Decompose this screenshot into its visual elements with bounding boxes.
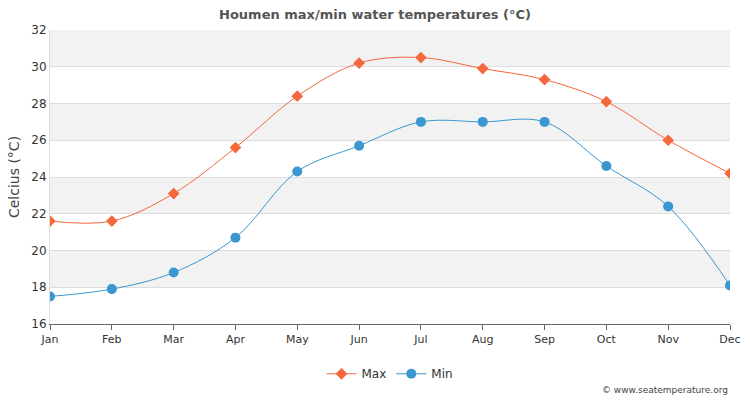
- svg-text:Nov: Nov: [657, 333, 679, 346]
- svg-text:Dec: Dec: [719, 333, 740, 346]
- svg-text:Max: Max: [362, 367, 387, 381]
- svg-text:© www.seatemperature.org: © www.seatemperature.org: [602, 385, 728, 395]
- svg-text:16: 16: [31, 317, 46, 331]
- svg-text:May: May: [286, 333, 309, 346]
- svg-text:Jan: Jan: [41, 333, 59, 346]
- svg-text:Houmen max/min water temperatu: Houmen max/min water temperatures (°C): [219, 7, 531, 22]
- svg-text:Mar: Mar: [163, 333, 184, 346]
- svg-text:24: 24: [31, 170, 46, 184]
- svg-text:28: 28: [31, 97, 46, 111]
- svg-text:Min: Min: [431, 367, 452, 381]
- svg-text:Jul: Jul: [413, 333, 427, 346]
- svg-text:Apr: Apr: [226, 333, 246, 346]
- svg-text:Celcius (°C): Celcius (°C): [6, 136, 22, 218]
- svg-text:Feb: Feb: [102, 333, 121, 346]
- svg-text:26: 26: [31, 133, 46, 147]
- svg-text:20: 20: [31, 244, 46, 258]
- svg-text:32: 32: [31, 23, 46, 37]
- svg-text:Aug: Aug: [472, 333, 493, 346]
- svg-text:30: 30: [31, 60, 46, 74]
- svg-text:18: 18: [31, 280, 46, 294]
- svg-text:Jun: Jun: [349, 333, 367, 346]
- svg-text:Oct: Oct: [597, 333, 617, 346]
- svg-text:Sep: Sep: [534, 333, 555, 346]
- svg-text:22: 22: [31, 207, 46, 221]
